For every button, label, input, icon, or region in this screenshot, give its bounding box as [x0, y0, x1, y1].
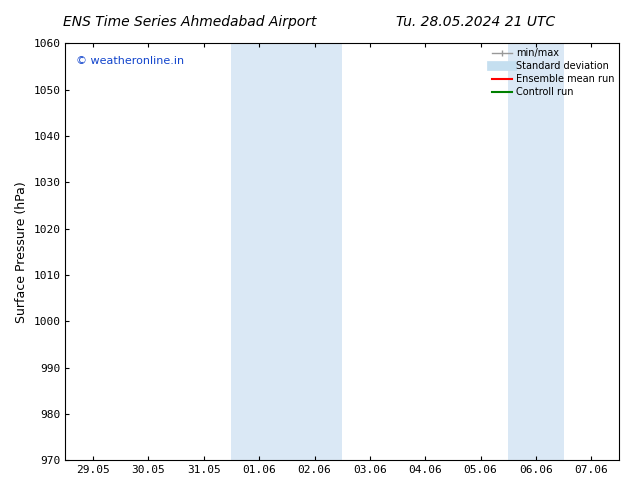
Text: Tu. 28.05.2024 21 UTC: Tu. 28.05.2024 21 UTC — [396, 15, 555, 29]
Bar — [231, 44, 342, 460]
Legend: min/max, Standard deviation, Ensemble mean run, Controll run: min/max, Standard deviation, Ensemble me… — [493, 49, 614, 97]
Text: © weatheronline.in: © weatheronline.in — [77, 56, 184, 66]
Y-axis label: Surface Pressure (hPa): Surface Pressure (hPa) — [15, 181, 28, 323]
Bar — [508, 44, 564, 460]
Text: ENS Time Series Ahmedabad Airport: ENS Time Series Ahmedabad Airport — [63, 15, 317, 29]
